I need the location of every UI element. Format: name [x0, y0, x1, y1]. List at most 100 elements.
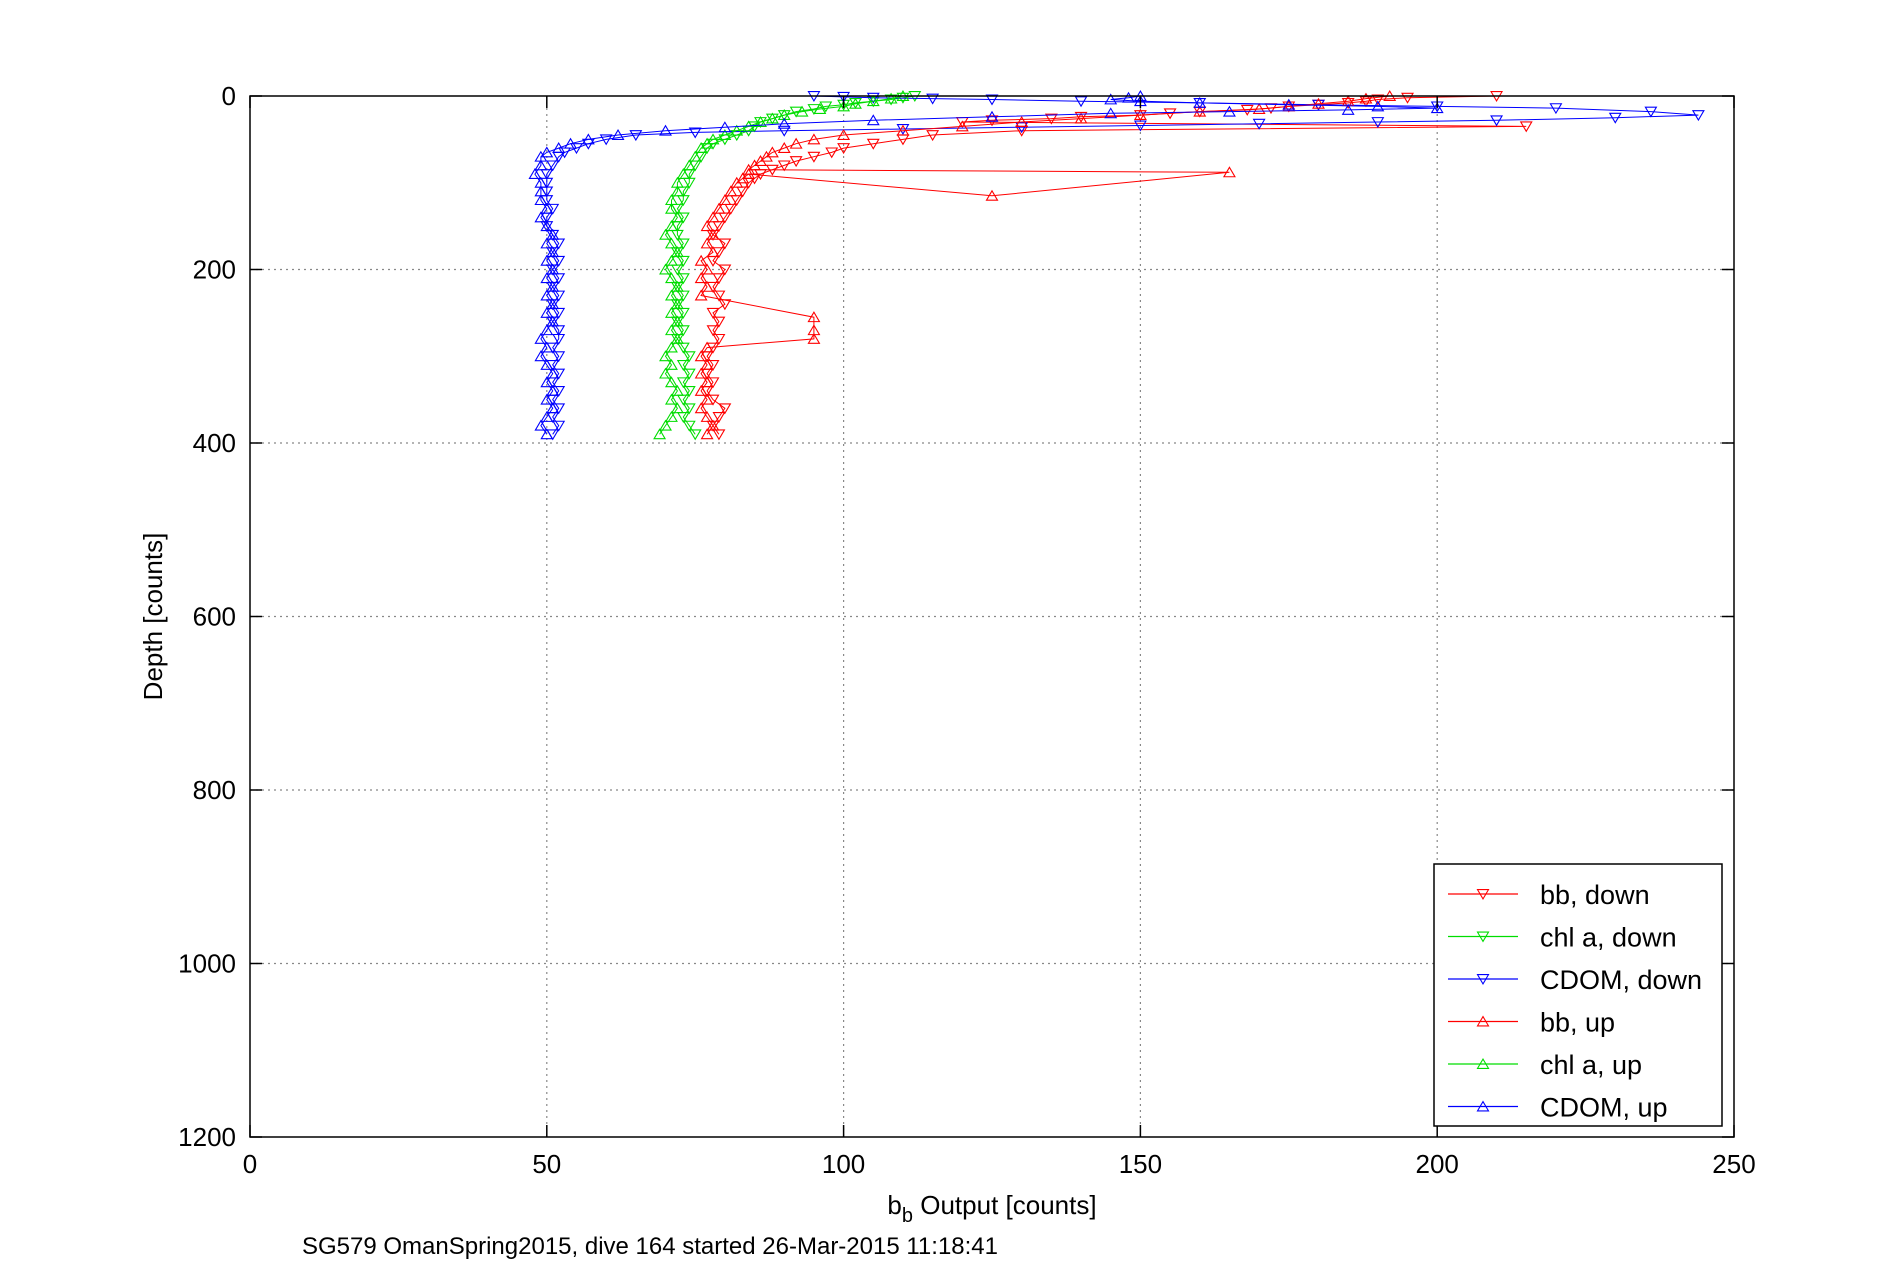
- data-point: [540, 410, 554, 422]
- data-point: [664, 237, 678, 249]
- data-point: [700, 263, 714, 275]
- dive-caption: SG579 OmanSpring2015, dive 164 started 2…: [302, 1233, 998, 1260]
- data-point: [1644, 106, 1658, 118]
- data-point: [682, 403, 696, 415]
- axis-ticks: 0 50 100 150 200 250 0 200 400 600 800 1000 1200: [178, 81, 1756, 1179]
- data-point: [670, 280, 684, 292]
- data-point: [1044, 113, 1058, 125]
- data-point: [688, 150, 702, 162]
- data-point: [706, 211, 720, 223]
- data-point: [534, 419, 548, 431]
- data-point: [540, 341, 554, 353]
- data-point: [659, 367, 672, 379]
- data-point: [1252, 118, 1266, 130]
- data-point: [700, 428, 714, 440]
- data-point: [534, 159, 548, 171]
- data-point: [706, 325, 720, 337]
- data-point: [546, 228, 560, 240]
- data-point: [807, 332, 821, 344]
- data-point: [985, 94, 999, 106]
- data-point: [694, 367, 708, 379]
- series-chl-a-up: [653, 89, 910, 440]
- data-point: [664, 306, 678, 318]
- data-point: [670, 315, 684, 327]
- data-point: [706, 246, 720, 258]
- data-point: [534, 211, 548, 223]
- data-point: [540, 376, 554, 388]
- data-point: [866, 92, 880, 104]
- data-point: [676, 273, 690, 285]
- x-tick-label: 0: [243, 1149, 257, 1179]
- data-point: [819, 101, 833, 113]
- data-point: [700, 376, 714, 388]
- data-point: [676, 377, 690, 389]
- y-tick-label: 1200: [178, 1122, 236, 1152]
- legend-label: chl a, up: [1540, 1050, 1642, 1080]
- data-point: [777, 160, 791, 172]
- data-point: [754, 115, 767, 127]
- data-point: [664, 272, 678, 284]
- legend-swatch-marker: [1476, 889, 1490, 901]
- data-point: [807, 151, 821, 163]
- legend-swatch-marker: [1476, 1100, 1490, 1112]
- data-point: [866, 138, 880, 150]
- data-point: [599, 134, 613, 146]
- data-point: [754, 155, 767, 167]
- data-point: [682, 351, 696, 363]
- legend-label: CDOM, up: [1540, 1093, 1668, 1123]
- data-point: [659, 124, 672, 136]
- data-point: [552, 142, 566, 153]
- data-point: [1252, 102, 1266, 114]
- data-point: [564, 137, 578, 149]
- data-point: [807, 311, 821, 323]
- data-point: [664, 202, 678, 214]
- data-point: [682, 159, 696, 171]
- data-point: [694, 272, 708, 284]
- data-point: [694, 254, 708, 266]
- data-point: [664, 341, 678, 353]
- data-point: [1312, 97, 1325, 109]
- data-point: [1122, 91, 1135, 103]
- data-point: [1359, 92, 1373, 104]
- data-point: [700, 137, 714, 149]
- data-point: [546, 280, 560, 292]
- data-point: [777, 125, 791, 137]
- data-point: [706, 419, 720, 431]
- data-point: [712, 333, 726, 345]
- data-point: [712, 316, 726, 328]
- data-point: [712, 202, 726, 214]
- data-point: [1371, 117, 1385, 129]
- data-point: [1193, 105, 1207, 117]
- data-point: [795, 105, 809, 117]
- data-point: [884, 94, 898, 106]
- data-point: [777, 142, 791, 153]
- legend-swatch-marker: [1476, 1057, 1490, 1069]
- legend-swatch-marker: [1476, 1015, 1490, 1027]
- y-tick-label: 1000: [178, 949, 236, 979]
- data-point: [985, 115, 999, 127]
- data-point: [552, 333, 566, 345]
- series-bb-up: [694, 89, 1397, 440]
- data-point: [546, 315, 560, 327]
- series-line: [659, 95, 904, 435]
- data-point: [581, 133, 595, 145]
- data-point: [706, 133, 720, 145]
- data-point: [837, 100, 851, 112]
- data-point: [742, 163, 756, 175]
- data-point: [1490, 115, 1504, 127]
- data-point: [611, 129, 625, 140]
- x-tick-label: 50: [532, 1149, 561, 1179]
- data-point: [1401, 92, 1414, 104]
- data-point: [700, 393, 714, 405]
- data-point: [866, 114, 880, 126]
- data-point: [546, 384, 560, 396]
- data-point: [1193, 96, 1207, 108]
- data-point: [534, 194, 548, 206]
- data-point: [706, 307, 720, 319]
- y-axis-label: Depth [counts]: [138, 533, 168, 701]
- data-point: [534, 350, 548, 362]
- data-point: [730, 124, 744, 136]
- data-point: [688, 429, 702, 441]
